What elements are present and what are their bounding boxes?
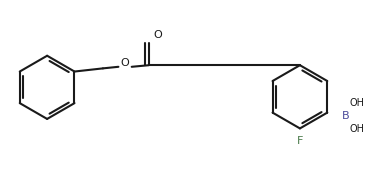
Text: B: B xyxy=(342,111,350,121)
Text: OH: OH xyxy=(350,98,365,109)
Text: F: F xyxy=(297,136,303,146)
Text: O: O xyxy=(154,30,163,40)
Text: O: O xyxy=(121,58,130,68)
Text: OH: OH xyxy=(350,124,365,134)
